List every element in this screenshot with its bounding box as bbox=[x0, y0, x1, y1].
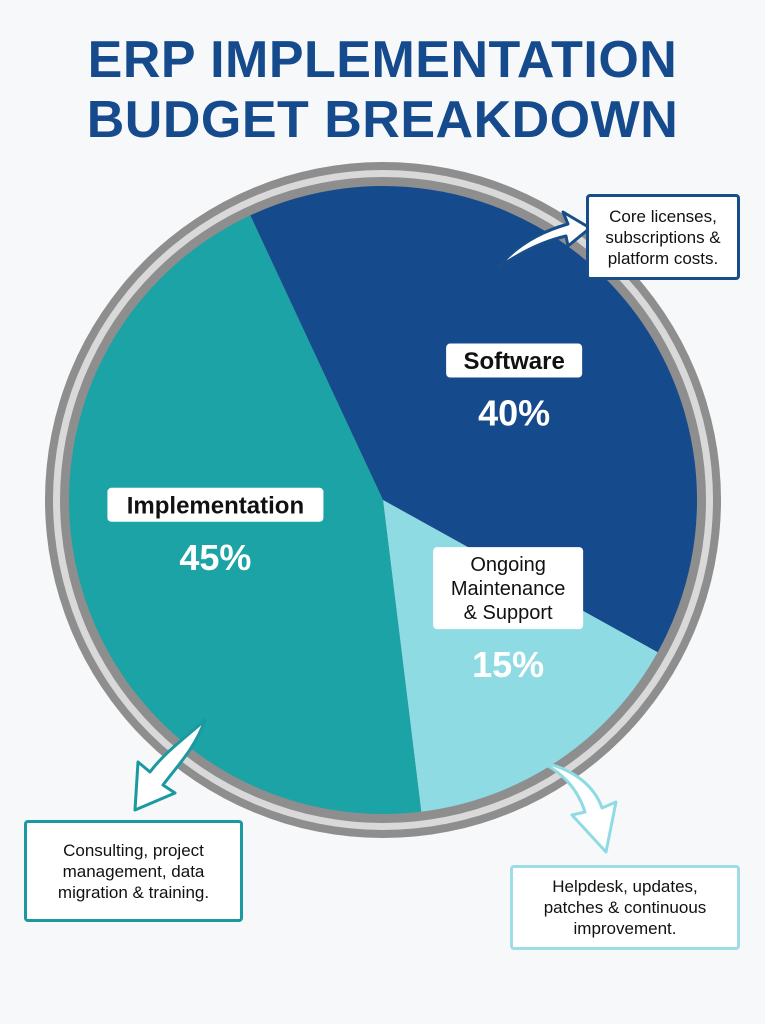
callout-maintenance: Helpdesk, updates, patches & continuous … bbox=[510, 865, 740, 950]
slice-value-ongoing: 15% bbox=[472, 644, 544, 685]
callout-maintenance-text: Helpdesk, updates, patches & continuous … bbox=[543, 877, 707, 938]
callout-implementation-text: Consulting, project management, data mig… bbox=[57, 840, 210, 902]
callout-arrows bbox=[133, 210, 618, 854]
arrow-software-icon bbox=[496, 210, 592, 270]
title-line-2: BUDGET BREAKDOWN bbox=[86, 91, 679, 149]
callout-software-text: Core licenses, subscriptions & platform … bbox=[605, 206, 721, 268]
slice-value-software: 40% bbox=[478, 393, 550, 434]
arrow-maintenance-icon bbox=[538, 760, 618, 854]
slice-label-ongoing: Ongoing Maintenance & Support bbox=[451, 554, 566, 624]
slice-label-implementation: Implementation bbox=[127, 492, 304, 519]
title-line-1: ERP IMPLEMENTATION bbox=[87, 31, 678, 89]
arrow-implementation-icon bbox=[133, 718, 207, 812]
pie-slice-software bbox=[250, 185, 698, 653]
slice-value-implementation: 45% bbox=[179, 537, 251, 578]
pie-labels: Software 40% Ongoing Maintenance & Support 15… bbox=[107, 343, 584, 685]
slice-label-box-ongoing bbox=[433, 547, 584, 630]
slice-label-box-implementation bbox=[107, 487, 324, 522]
callout-implementation: Consulting, project management, data mig… bbox=[24, 820, 243, 922]
slice-label-software: Software bbox=[463, 348, 564, 375]
callout-software: Core licenses, subscriptions & platform … bbox=[586, 194, 740, 280]
chart-title: ERP IMPLEMENTATION BUDGET BREAKDOWN bbox=[0, 30, 765, 150]
slice-label-box-software bbox=[446, 343, 583, 378]
